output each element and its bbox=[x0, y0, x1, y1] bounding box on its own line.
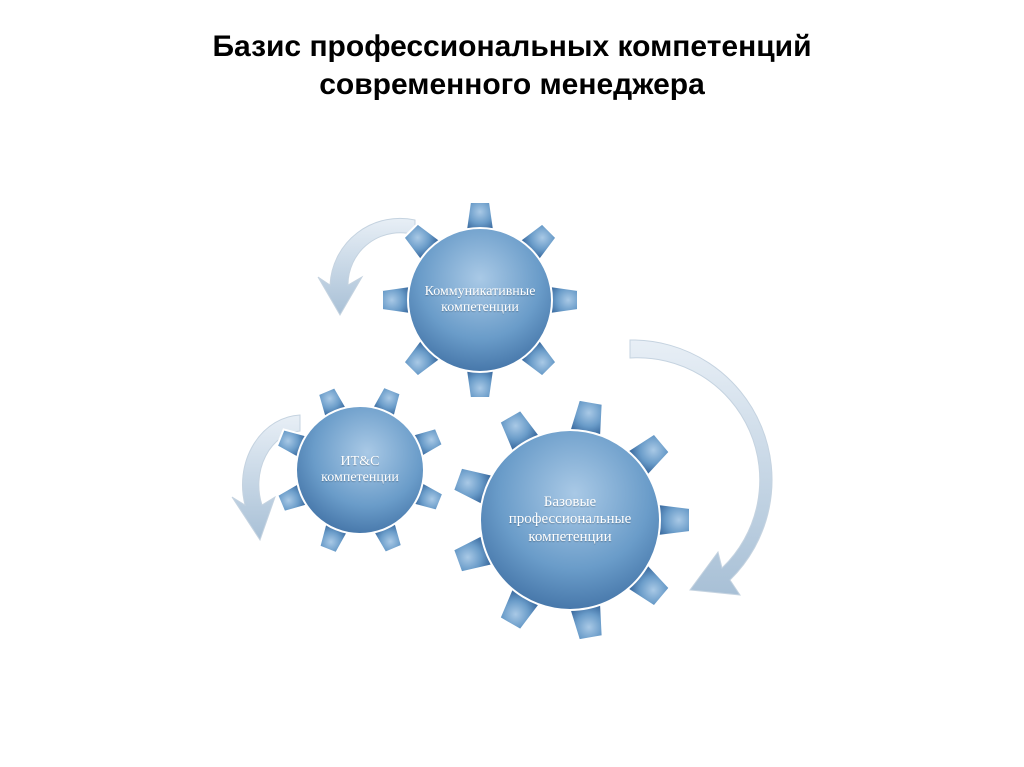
title-line2: современного менеджера bbox=[319, 68, 705, 101]
gear-itc: ИТ&С компетенции bbox=[272, 382, 448, 558]
gear-base-professional: Базовые профессиональные компетенции bbox=[445, 395, 695, 645]
gear-itc-label: ИТ&С компетенции bbox=[298, 454, 421, 486]
title-line1: Базис профессиональных компетенций bbox=[212, 30, 811, 63]
gear-communicative-label: Коммуникативные компетенции bbox=[410, 284, 550, 316]
gear-base-professional-label: Базовые профессиональные компетенции bbox=[483, 494, 658, 546]
gear-communicative: Коммуникативные компетенции bbox=[380, 200, 580, 400]
page-title: Базис профессиональных компетенций совре… bbox=[0, 0, 1024, 103]
diagram-stage: Базис профессиональных компетенций совре… bbox=[0, 0, 1024, 767]
